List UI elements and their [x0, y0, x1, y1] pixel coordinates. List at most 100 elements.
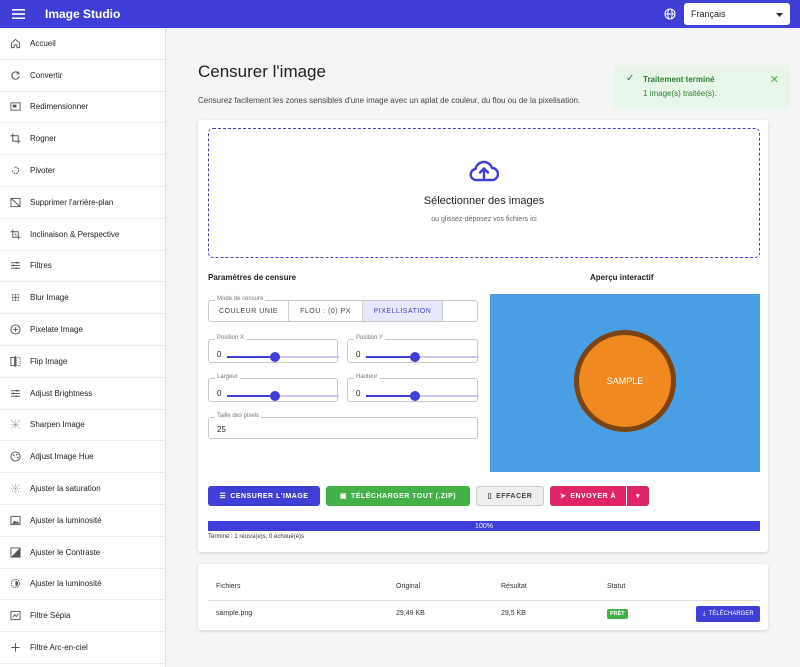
list-icon: ☰	[219, 493, 227, 500]
menu-icon[interactable]	[0, 0, 36, 28]
sidebar-item-label: Filtre Sépia	[30, 611, 71, 621]
sidebar-item[interactable]: Ajuster la saturation	[0, 473, 165, 505]
download-file-button[interactable]: ⤓ TÉLÉCHARGER	[696, 606, 760, 622]
position-x-value: 0	[217, 350, 222, 359]
censor-image-label: CENSURER L'IMAGE	[230, 492, 309, 500]
sidebar-item[interactable]: Redimensionner	[0, 92, 165, 124]
transform-icon	[0, 229, 30, 240]
download-file-label: TÉLÉCHARGER	[708, 611, 754, 617]
sidebar-item-label: Filtres	[30, 261, 52, 271]
position-y-field: Position Y 0	[347, 335, 479, 363]
position-y-fill	[366, 356, 415, 358]
sidebar-item[interactable]: Ajuster la luminosité	[0, 505, 165, 537]
sidebar-item[interactable]: Inclinaison & Perspective	[0, 219, 165, 251]
width-value: 0	[217, 389, 222, 398]
width-slider[interactable]	[227, 391, 339, 401]
mode-blur-button[interactable]: FLOU : (0) PX	[289, 301, 363, 321]
clear-label: EFFACER	[496, 492, 533, 500]
sidebar-item[interactable]: Filtres	[0, 251, 165, 283]
mode-pixelate-button[interactable]: PIXELLISATION	[363, 301, 443, 321]
sidebar-item-label: Ajuster la luminosité	[30, 579, 102, 589]
position-y-value: 0	[356, 350, 361, 359]
download-icon: ⤓	[703, 610, 706, 617]
send-to-button[interactable]: ➤ ENVOYER À	[550, 486, 626, 506]
sidebar-item[interactable]: Adjust Image Hue	[0, 441, 165, 474]
cloud-upload-icon	[469, 158, 500, 184]
sidebar-item[interactable]: Supprimer l'arrière-plan	[0, 187, 165, 219]
header-result: Résultat	[501, 583, 527, 590]
file-result-size: 29,5 KB	[501, 610, 526, 617]
censor-image-button[interactable]: ☰ CENSURER L'IMAGE	[208, 486, 320, 506]
page-description: Censurez facilement les zones sensibles …	[198, 96, 581, 105]
clear-button[interactable]: ▯ EFFACER	[476, 486, 544, 506]
progress-label: 100%	[475, 522, 493, 530]
dropzone-title: Sélectionner des images	[423, 195, 545, 207]
position-x-slider[interactable]	[227, 352, 339, 362]
success-toast: ✓ Traitement terminé 1 image(s) traitée(…	[614, 65, 790, 109]
sidebar-item-label: Flip Image	[30, 356, 68, 366]
blur-icon	[0, 292, 30, 303]
sidebar-item[interactable]: Blur Image	[0, 282, 165, 315]
header-original: Original	[396, 583, 421, 590]
sidebar-item[interactable]: Accueil	[0, 28, 165, 60]
mode-solid-color-button[interactable]: COULEUR UNIE	[209, 301, 289, 321]
chevron-down-icon: ▾	[635, 493, 640, 500]
tune-icon	[0, 388, 30, 399]
sidebar-item-label: Pivoter	[30, 166, 55, 176]
sidebar-item-label: Convertir	[30, 70, 63, 80]
status-badge: PRÊT	[607, 609, 628, 619]
position-y-thumb[interactable]	[409, 352, 420, 362]
position-y-slider[interactable]	[366, 352, 479, 362]
app-bar: Image Studio Français	[0, 0, 800, 28]
send-to-dropdown[interactable]: ▾	[627, 486, 649, 506]
sample-text: SAMPLE	[606, 376, 644, 386]
download-all-button[interactable]: ▣ TÉLÉCHARGER TOUT (.ZIP)	[326, 486, 470, 506]
position-x-thumb[interactable]	[270, 352, 281, 362]
saturation-icon	[0, 483, 30, 494]
app-title: Image Studio	[45, 7, 121, 21]
sidebar-item-label: Accueil	[30, 38, 56, 48]
pixel-size-field[interactable]: Taille des pixels 25	[208, 413, 478, 439]
height-field: Hauteur 0	[347, 374, 479, 402]
sidebar-item[interactable]: Filtre Sépia	[0, 600, 165, 633]
sidebar-item[interactable]: Ajuster le Contraste	[0, 537, 165, 569]
width-label: Largeur	[215, 374, 240, 380]
height-slider[interactable]	[366, 391, 479, 401]
upload-dropzone[interactable]: Sélectionner des images ou glissez-dépos…	[208, 128, 760, 258]
interactive-preview[interactable]: SAMPLE	[490, 294, 760, 472]
sidebar-item[interactable]: Adjust Brightness	[0, 378, 165, 410]
sidebar-item-label: Ajuster la saturation	[30, 484, 101, 494]
sidebar-item-label: Adjust Image Hue	[30, 452, 94, 462]
sidebar-item-label: Adjust Brightness	[30, 388, 93, 398]
palette-icon	[0, 451, 30, 462]
sidebar-item-label: Sharpen Image	[30, 420, 85, 430]
sidebar-item[interactable]: Pivoter	[0, 155, 165, 187]
refresh-icon	[0, 70, 30, 81]
sidebar-item[interactable]: Convertir	[0, 60, 165, 92]
sidebar-item[interactable]: Ajuster la luminosité	[0, 569, 165, 601]
width-thumb[interactable]	[270, 391, 281, 401]
height-thumb[interactable]	[409, 391, 420, 401]
language-select[interactable]: Français	[684, 3, 790, 25]
photo-filter-icon	[0, 610, 30, 621]
close-icon[interactable]: ✕	[769, 74, 779, 86]
grid-icon	[0, 419, 30, 430]
header-file: Fichiers	[216, 583, 241, 590]
censor-mode-group: Mode de censure COULEUR UNIE FLOU : (0) …	[208, 296, 478, 322]
main-content: Censurer l'image Censurez facilement les…	[166, 28, 800, 667]
height-label: Hauteur	[354, 374, 380, 380]
crop-icon	[0, 133, 30, 144]
language-value: Français	[691, 9, 726, 19]
sidebar-item[interactable]: Filtre Arc-en-ciel	[0, 632, 165, 664]
sidebar-item[interactable]: Rogner	[0, 123, 165, 156]
sidebar-item[interactable]: Flip Image	[0, 346, 165, 378]
sidebar-item[interactable]: Sharpen Image	[0, 410, 165, 442]
height-fill	[366, 395, 415, 397]
progress-bar: 100%	[208, 521, 760, 531]
preview-title: Aperçu interactif	[590, 273, 654, 282]
files-card: Fichiers Original Résultat Statut sample…	[198, 564, 768, 630]
tune-icon	[0, 260, 30, 271]
sidebar-item[interactable]: Pixelate Image	[0, 314, 165, 346]
toast-title: Traitement terminé	[643, 75, 715, 84]
sidebar: Accueil Convertir Redimensionner Rogner Pivo…	[0, 28, 166, 667]
